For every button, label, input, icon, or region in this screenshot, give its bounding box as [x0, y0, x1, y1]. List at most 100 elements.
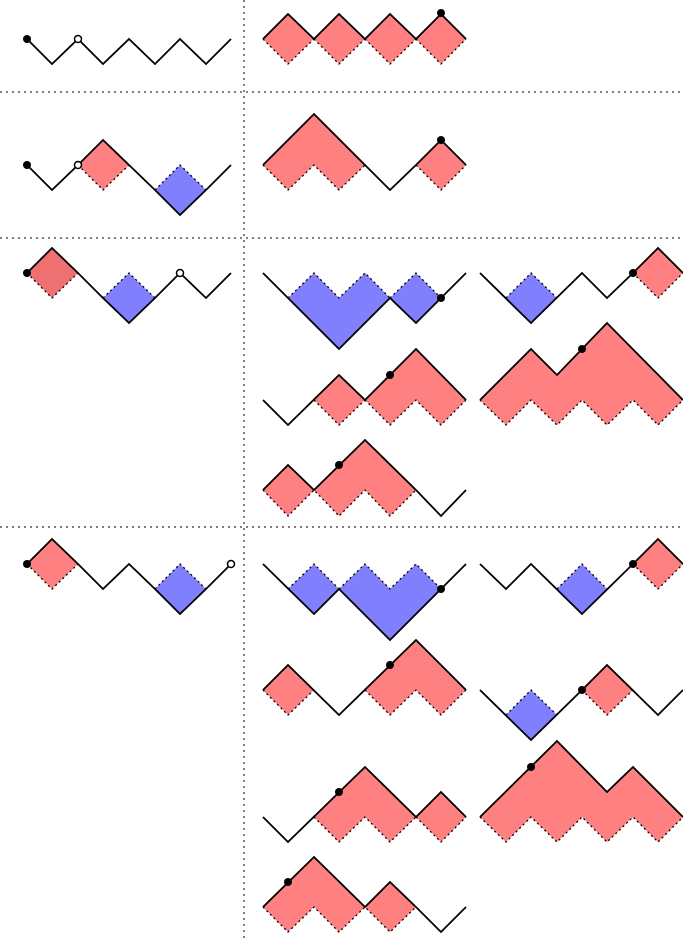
region — [314, 14, 365, 64]
marked-point — [23, 269, 31, 277]
region — [155, 564, 206, 614]
dotted-edge — [262, 689, 315, 716]
region — [365, 14, 416, 64]
region — [633, 248, 683, 298]
region — [557, 564, 607, 614]
region — [416, 792, 466, 842]
dotted-edge — [415, 164, 467, 191]
region — [480, 741, 683, 842]
open-point — [73, 160, 83, 170]
lattice-path — [262, 638, 467, 717]
lattice-path — [479, 537, 683, 616]
lattice-path — [479, 246, 683, 325]
marked-point — [437, 9, 445, 17]
dotted-edge — [632, 272, 683, 299]
region — [288, 564, 339, 614]
lattice-path — [26, 246, 232, 325]
region — [506, 273, 557, 323]
dotted-edge — [313, 38, 366, 65]
region — [27, 539, 78, 589]
region — [314, 375, 365, 425]
region — [365, 640, 466, 715]
marked-point — [284, 878, 292, 886]
lattice-path — [262, 855, 467, 934]
lattice-path — [262, 438, 467, 518]
dotted-edge — [632, 563, 683, 590]
dotted-edge — [154, 563, 207, 590]
region — [416, 14, 466, 64]
region — [633, 539, 683, 589]
marked-point — [386, 371, 394, 379]
dotted-edge — [364, 38, 417, 65]
dotted-edge — [102, 272, 156, 299]
region — [365, 349, 466, 425]
lattice-path — [262, 563, 467, 642]
marked-point — [437, 585, 445, 593]
marked-point — [335, 788, 343, 796]
dotted-edge — [287, 272, 391, 299]
lattice-path — [262, 12, 467, 41]
dotted-edge — [26, 563, 79, 590]
region — [78, 140, 129, 190]
dotted-edge — [262, 38, 315, 65]
lattice-path — [262, 272, 467, 351]
marked-point — [527, 763, 535, 771]
open-point — [73, 34, 83, 44]
dotted-edge — [415, 816, 467, 843]
dotted-edge — [505, 272, 558, 299]
marked-point — [386, 661, 394, 669]
region — [314, 767, 416, 842]
open-point — [175, 268, 185, 278]
marked-point — [578, 686, 586, 694]
dotted-edge — [287, 563, 340, 590]
marked-point — [437, 136, 445, 144]
marked-point — [23, 35, 31, 43]
dotted-edge — [581, 689, 634, 716]
region — [263, 857, 416, 932]
marked-point — [437, 294, 445, 302]
dotted-edge — [338, 563, 442, 590]
lattice-path — [262, 347, 467, 427]
region — [263, 14, 314, 64]
region — [390, 273, 441, 323]
dotted-edge — [415, 38, 467, 65]
marked-point — [335, 461, 343, 469]
dotted-edge — [364, 399, 467, 426]
lattice-path — [479, 663, 683, 742]
dotted-edge — [77, 164, 130, 191]
dotted-edge — [313, 816, 417, 843]
region — [263, 114, 365, 190]
marked-point — [578, 345, 586, 353]
dotted-edge — [313, 399, 366, 426]
region — [27, 248, 78, 298]
marked-point — [629, 560, 637, 568]
region — [416, 140, 466, 190]
region — [339, 564, 441, 640]
region — [155, 165, 206, 215]
dotted-edge — [389, 272, 442, 299]
dotted-edge — [505, 689, 558, 716]
region — [582, 665, 633, 715]
dotted-edge — [262, 906, 417, 933]
lattice-path — [262, 765, 467, 844]
region — [263, 665, 314, 715]
dotted-edge — [262, 489, 417, 517]
region — [288, 273, 390, 349]
lattice-path — [479, 321, 683, 401]
dotted-edge — [262, 164, 366, 191]
dotted-edge — [26, 272, 79, 299]
open-point — [226, 559, 236, 569]
marked-point — [23, 560, 31, 568]
marked-point — [629, 269, 637, 277]
marked-point — [23, 161, 31, 169]
dotted-edge — [154, 164, 207, 191]
region — [506, 690, 557, 740]
lattice-path — [26, 37, 232, 66]
lattice-path — [26, 537, 232, 616]
dotted-edge — [556, 563, 608, 590]
lattice-path — [26, 138, 232, 217]
dotted-edge — [364, 689, 467, 716]
region — [480, 323, 683, 425]
region — [263, 440, 416, 516]
